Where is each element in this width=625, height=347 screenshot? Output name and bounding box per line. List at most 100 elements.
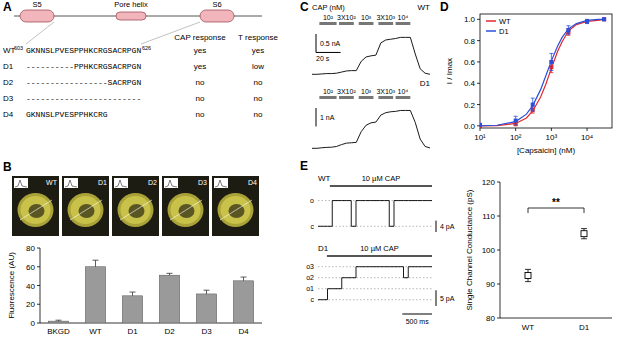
panel-letter: D	[440, 0, 449, 14]
bar	[196, 294, 216, 323]
row-name: D2	[3, 78, 14, 87]
panel-letter: E	[300, 159, 308, 173]
error-bar	[167, 273, 173, 275]
marker	[585, 19, 589, 23]
level-label: o3	[306, 263, 314, 270]
concentration-label: 3X10²	[337, 14, 356, 21]
y-tick	[477, 19, 480, 20]
marker	[602, 17, 606, 21]
y-tick-label: 60	[26, 263, 35, 272]
y-tick	[477, 83, 480, 84]
y-tick-label: 90	[486, 280, 495, 289]
cell: no	[254, 110, 263, 119]
scale-label: 0.5 nA	[320, 40, 341, 47]
error-bar	[93, 260, 99, 267]
profile-line	[220, 200, 252, 220]
inset-profile	[215, 180, 227, 187]
plot-area	[480, 17, 606, 128]
image-bg	[112, 176, 159, 236]
plot-frame	[480, 14, 612, 128]
cell	[118, 193, 154, 227]
residue-number: 626	[142, 45, 151, 51]
current-scale-bar	[316, 34, 317, 52]
y-tick-label: 20	[26, 300, 35, 309]
image-label: D2	[148, 179, 157, 186]
scale-label: 1 nA	[320, 114, 335, 121]
cell: no	[196, 94, 205, 103]
error-bar	[204, 290, 210, 294]
y-tick-label: 80	[486, 314, 495, 323]
cell: no	[196, 78, 205, 87]
x-axis	[500, 318, 612, 319]
error-bar	[585, 20, 589, 22]
y-title: Single Channel Conductance (pS)	[465, 189, 474, 310]
y-tick	[477, 104, 480, 105]
panel-letter: B	[3, 160, 12, 174]
annotation: CAP (nM)	[312, 3, 345, 12]
x-tick-label: 10³	[546, 133, 558, 142]
sequence: ----------PPHKCRGSACRPGN	[26, 62, 141, 71]
x-tick-label: 10⁴	[581, 133, 594, 142]
trace-area	[318, 267, 432, 300]
cell: no	[254, 94, 263, 103]
trace-area	[312, 37, 430, 74]
significance-bracket	[528, 208, 584, 213]
level-line	[318, 299, 432, 300]
concentration-label: 10⁴	[398, 88, 409, 95]
level-label: c	[311, 296, 315, 303]
legend-swatch	[486, 30, 496, 32]
cell	[68, 193, 104, 227]
trace	[312, 37, 430, 74]
trace-name: WT	[318, 174, 331, 183]
marker	[581, 231, 587, 237]
legend-label: D1	[499, 27, 509, 36]
y-tick	[37, 285, 40, 286]
image-label: D1	[98, 179, 107, 186]
annotation: 10 µM CAP	[362, 174, 401, 183]
y-tick	[477, 61, 480, 62]
y-tick-label: 100	[482, 246, 496, 255]
trace-name: D1	[318, 244, 329, 253]
helix	[116, 12, 146, 20]
y-tick	[497, 318, 500, 319]
column-head: T response	[238, 33, 278, 42]
x-tick	[480, 128, 481, 131]
panel-letter: A	[3, 0, 12, 14]
current-scale-bar	[436, 290, 437, 306]
inset	[164, 178, 178, 188]
label: Pore helix	[114, 0, 148, 9]
significance: **	[552, 197, 560, 208]
cell: no	[196, 110, 205, 119]
concentration-label: 10²	[323, 14, 334, 21]
sequence: GKNNSLPVESPPHKCRG	[26, 110, 108, 119]
figure: ABCDES5Pore helixS6CAP responseT respons…	[0, 0, 625, 347]
concentration-label: 3X10³	[376, 14, 395, 21]
image-bg	[212, 176, 259, 236]
micrograph: D4	[212, 176, 259, 236]
marker	[602, 17, 606, 21]
column-head: CAP response	[174, 33, 226, 42]
cell	[18, 193, 54, 227]
application-bar	[330, 185, 432, 187]
y-tick-label: 0.4	[464, 79, 476, 88]
y-tick-label: 40	[26, 282, 35, 291]
image-label: D3	[198, 179, 207, 186]
fit-curve	[480, 19, 604, 126]
error-bar	[602, 18, 606, 20]
x-tick-label: D1	[579, 323, 590, 332]
y-tick-label: 120	[482, 178, 496, 187]
time-scale-bar	[316, 52, 341, 53]
bar	[85, 267, 105, 323]
inset-profile	[165, 180, 177, 187]
sequence: GKNNSLPVESPPHKCRGSACRPGN	[26, 46, 141, 55]
x-tick	[551, 128, 552, 131]
concentration-label: 3X10³	[376, 88, 395, 95]
row-name: D3	[3, 94, 14, 103]
y-tick-label: 0.2	[464, 101, 476, 110]
scale-label: 4 pA	[440, 223, 455, 231]
image-label: WT	[46, 179, 58, 186]
micrograph: D3	[162, 176, 209, 236]
error-bar	[602, 18, 606, 20]
trace	[318, 267, 432, 300]
error-bar	[531, 98, 535, 111]
